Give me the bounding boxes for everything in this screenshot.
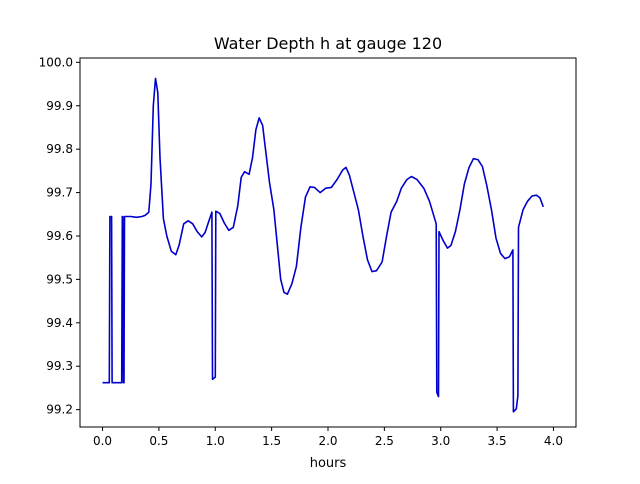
y-axis-ticks: 99.2 99.3 99.4 99.5 99.6 99.7 99.8 99.9 100.0 [39,55,80,417]
plot-area [80,58,576,427]
x-tick-label: 1.5 [262,434,281,448]
y-tick-label: 100.0 [39,55,73,69]
plot-frame [79,57,577,428]
x-tick-label: 0.0 [93,434,112,448]
y-tick-label: 99.4 [46,316,73,330]
y-tick-label: 99.6 [46,229,73,243]
series-layer [102,77,545,413]
chart-title: Water Depth h at gauge 120 [214,34,442,53]
y-tick-label: 99.7 [46,186,73,200]
x-axis-ticks: 0.0 0.5 1.0 1.5 2.0 2.5 3.0 3.5 4.0 [93,427,563,448]
x-tick-label: 1.0 [206,434,225,448]
y-tick-label: 99.9 [46,99,73,113]
series-line [102,77,545,413]
y-tick-label: 99.3 [46,359,73,373]
x-tick-label: 4.0 [544,434,563,448]
y-tick-label: 99.8 [46,142,73,156]
x-tick-label: 3.0 [431,434,450,448]
x-tick-label: 2.5 [375,434,394,448]
x-tick-label: 3.5 [488,434,507,448]
y-tick-label: 99.2 [46,403,73,417]
x-tick-label: 0.5 [149,434,168,448]
y-tick-label: 99.5 [46,272,73,286]
x-tick-label: 2.0 [318,434,337,448]
x-axis-label: hours [310,456,347,471]
